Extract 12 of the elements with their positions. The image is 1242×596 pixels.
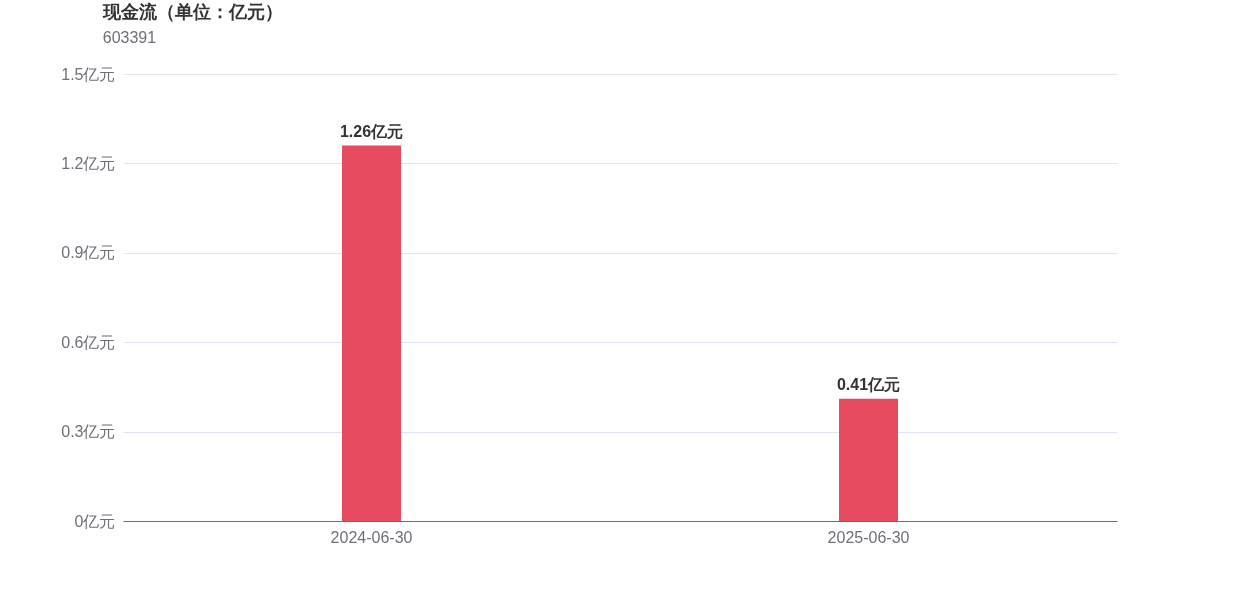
x-tick-label: 2024-06-30 [330, 528, 413, 546]
y-tick-label: 0.9亿元 [61, 244, 116, 262]
y-tick-label: 0.6亿元 [61, 333, 116, 351]
chart-subtitle: 603391 [102, 29, 157, 46]
x-tick-label: 2025-06-30 [827, 528, 910, 546]
y-tick-label: 1.2亿元 [61, 154, 116, 172]
y-tick-label: 0亿元 [74, 512, 116, 530]
y-tick-label: 0.3亿元 [61, 423, 116, 441]
data-label: 1.26亿元 [339, 122, 404, 140]
chart-title: 现金流（单位：亿元） [101, 2, 283, 22]
data-label: 0.41亿元 [836, 375, 901, 393]
y-tick-label: 1.5亿元 [61, 65, 116, 83]
